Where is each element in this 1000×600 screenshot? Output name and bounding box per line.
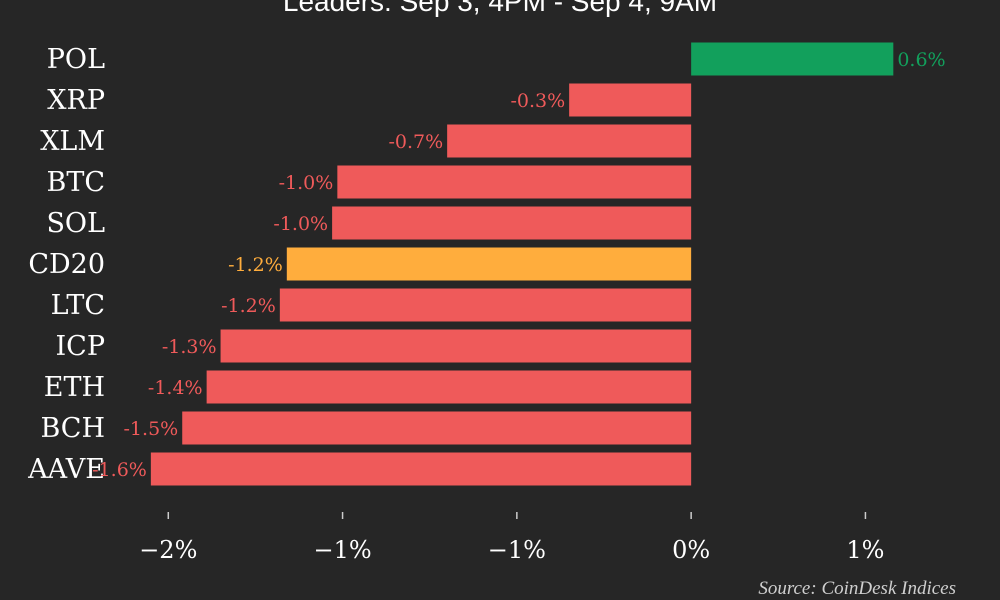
- data-label-xrp: -0.3%: [510, 90, 565, 112]
- data-label-bch: -1.5%: [124, 418, 179, 440]
- category-label-xrp: XRP: [47, 85, 105, 116]
- data-label-icp: -1.3%: [162, 336, 217, 358]
- bar-icp: [220, 329, 692, 363]
- bar-btc: [337, 165, 692, 199]
- x-tick-label: 0%: [672, 536, 710, 564]
- category-label-sol: SOL: [46, 208, 105, 239]
- bar-xlm: [447, 124, 692, 158]
- bar-eth: [206, 370, 692, 404]
- category-label-btc: BTC: [46, 167, 105, 198]
- data-label-sol: -1.0%: [273, 213, 328, 235]
- bar-cd20: [286, 247, 692, 281]
- x-tick-label: −1%: [313, 536, 371, 564]
- x-tick-label: −1%: [488, 536, 546, 564]
- category-label-icp: ICP: [56, 331, 106, 362]
- bar-bch: [182, 411, 692, 445]
- category-label-aave: AAVE: [27, 454, 105, 485]
- data-label-ltc: -1.2%: [221, 295, 276, 317]
- category-label-ltc: LTC: [51, 290, 105, 321]
- x-tick-label: 1%: [846, 536, 884, 564]
- category-label-pol: POL: [47, 44, 105, 75]
- data-label-btc: -1.0%: [279, 172, 334, 194]
- chart-title: Leaders: Sep 3, 4PM - Sep 4, 9AM: [282, 0, 718, 17]
- category-label-cd20: CD20: [28, 249, 105, 280]
- bar-pol: [691, 42, 894, 76]
- bar-aave: [150, 452, 692, 486]
- bar-sol: [332, 206, 692, 240]
- bar-ltc: [279, 288, 692, 322]
- source-note: Source: CoinDesk Indices: [758, 578, 956, 599]
- data-label-xlm: -0.7%: [388, 131, 443, 153]
- category-label-bch: BCH: [40, 413, 105, 444]
- category-label-xlm: XLM: [40, 126, 105, 157]
- category-label-eth: ETH: [44, 372, 105, 403]
- data-label-eth: -1.4%: [148, 377, 203, 399]
- data-label-aave: -1.6%: [92, 459, 147, 481]
- bar-xrp: [569, 83, 692, 117]
- data-label-cd20: -1.2%: [228, 254, 283, 276]
- data-label-pol: 0.6%: [897, 49, 945, 71]
- x-tick-label: −2%: [139, 536, 197, 564]
